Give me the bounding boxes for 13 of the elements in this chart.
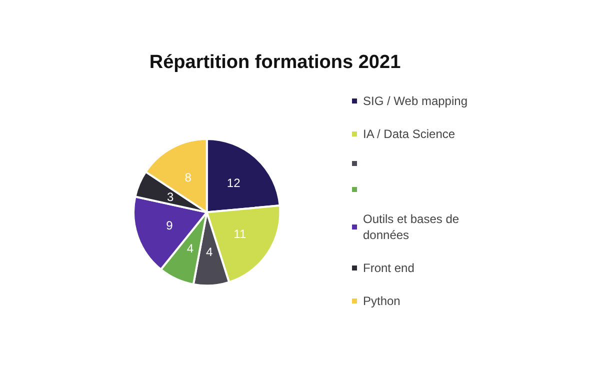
legend-label: Front end xyxy=(363,261,414,275)
data-label: 8 xyxy=(184,170,192,184)
data-label: 4 xyxy=(186,241,194,256)
data-label: 12 xyxy=(226,176,241,190)
legend-label: SIG / Web mapping xyxy=(363,94,468,108)
chart-title: Répartition formations 2021 xyxy=(149,52,402,73)
data-label: 11 xyxy=(234,227,246,242)
legend-label: Outils et bases de données xyxy=(363,212,462,242)
legend-label: Python xyxy=(363,294,400,308)
legend-label: IA / Data Science xyxy=(363,127,456,141)
data-label: 3 xyxy=(166,190,174,204)
data-label: 9 xyxy=(166,218,174,232)
data-label: 4 xyxy=(206,244,213,259)
